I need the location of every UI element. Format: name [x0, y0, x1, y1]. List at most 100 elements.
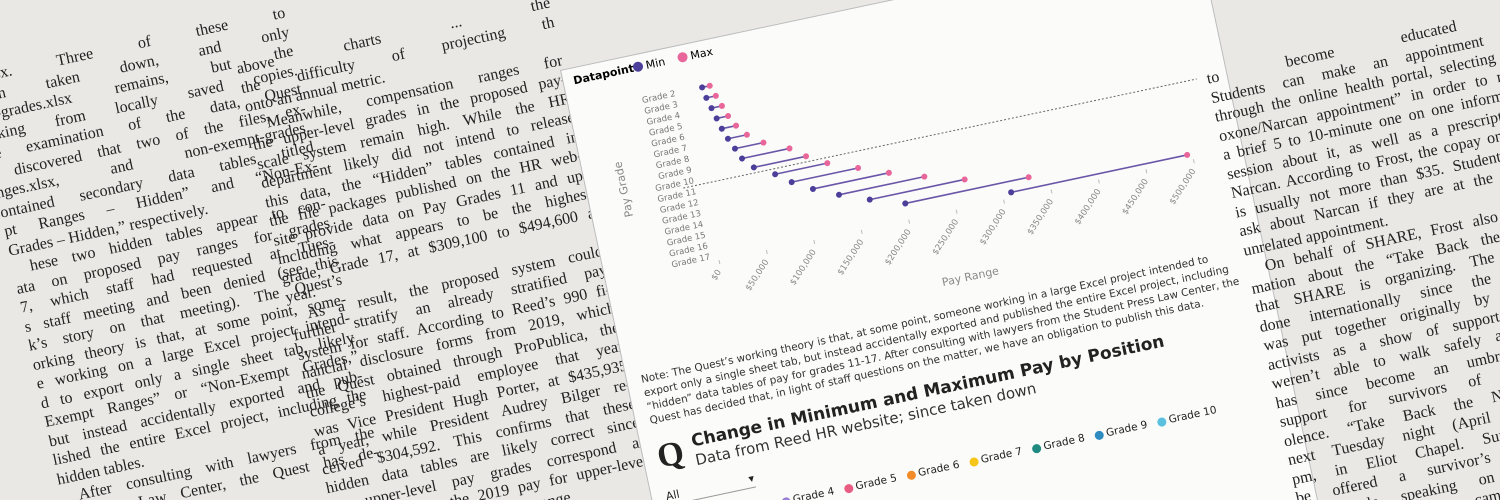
min-dot [1008, 189, 1015, 196]
tick-mark [1145, 169, 1148, 174]
x-tick-label: $400,000 [1073, 187, 1103, 226]
legend-item: Grade 5 [843, 472, 898, 495]
range-line [774, 162, 828, 176]
max-dot [885, 169, 892, 176]
min-dot [724, 135, 731, 142]
tick-mark [813, 239, 816, 244]
max-dot [1184, 151, 1191, 158]
legend-item: Grade 7 [968, 445, 1023, 468]
max-dot [706, 82, 713, 89]
legend-label: Grade 10 [1167, 404, 1218, 426]
range-line [869, 178, 965, 201]
min-dot [699, 84, 706, 91]
tick-mark [718, 259, 721, 265]
logo: Q [653, 434, 688, 476]
range-line [838, 175, 925, 196]
min-dot [835, 191, 842, 198]
range-line [1010, 154, 1188, 194]
legend-label: Min [645, 55, 667, 72]
tick-mark [1003, 199, 1005, 204]
legend-marker [968, 456, 979, 467]
min-dot [788, 179, 795, 186]
tick-mark [1098, 179, 1100, 184]
min-dot [809, 185, 816, 192]
max-dot [718, 102, 725, 109]
legend-marker [905, 469, 917, 481]
x-tick-label: $50,000 [744, 258, 772, 293]
x-tick-label: $450,000 [1120, 177, 1150, 216]
legend-marker [1030, 442, 1042, 454]
x-tick-label: $350,000 [1026, 197, 1056, 236]
min-dot [703, 94, 710, 101]
min-dot [731, 145, 738, 152]
legend-marker [677, 52, 688, 63]
filter-value: All [664, 487, 681, 500]
tick-mark [860, 229, 863, 234]
min-dot [866, 196, 873, 203]
min-dot [739, 155, 746, 162]
min-dot [713, 115, 720, 122]
max-dot [803, 153, 810, 160]
legend-label: Grade 8 [1042, 432, 1086, 453]
max-dot [855, 164, 862, 171]
max-dot [733, 122, 740, 129]
x-tick-label: $500,000 [1168, 167, 1198, 206]
caret: ▾ [747, 471, 756, 486]
legend-marker [843, 482, 854, 494]
legend-label: Grade 6 [917, 458, 961, 480]
range-line [905, 176, 1029, 205]
x-tick-label: $200,000 [883, 228, 913, 267]
legend-label: Grade 5 [854, 472, 899, 493]
tick-mark [955, 209, 958, 214]
max-dot [786, 145, 793, 152]
min-dot [708, 105, 715, 112]
max-dot [712, 92, 719, 99]
legend-item: Grade 10 [1156, 404, 1218, 428]
chart-card: Datapoint Min Max Grade 2 Grade 3 Grade 4 Grad… [560, 0, 1332, 500]
min-dot [718, 125, 725, 132]
min-dot [902, 200, 909, 207]
tick-mark [765, 249, 768, 255]
tick-mark [1192, 159, 1195, 164]
legend-item: Grade 8 [1030, 432, 1086, 455]
range-line [734, 141, 764, 150]
tick-mark [908, 219, 911, 224]
min-dot [772, 171, 779, 178]
x-tick-label: $0 [710, 268, 724, 283]
legend-label: Max [689, 45, 714, 63]
legend-marker [1156, 416, 1167, 427]
max-dot [921, 173, 928, 180]
max-dot [760, 139, 767, 146]
max-dot [961, 176, 968, 183]
max-dot [725, 113, 732, 120]
legend-label: Grade 9 [1104, 418, 1149, 440]
legend-marker [633, 61, 644, 72]
max-dot [743, 131, 750, 138]
x-tick-label: $300,000 [978, 208, 1008, 247]
x-tick-label: $150,000 [836, 238, 866, 277]
legend-item: Grade 6 [905, 458, 961, 482]
range-line [741, 147, 790, 160]
x-tick-label: $250,000 [931, 218, 961, 257]
legend-item: Grade 9 [1093, 418, 1149, 442]
range-line [812, 172, 890, 190]
range-line [791, 167, 859, 183]
divider-line [683, 78, 1197, 189]
min-dot [750, 164, 757, 171]
range-line [727, 133, 748, 140]
legend-marker [1093, 429, 1105, 441]
max-dot [1025, 174, 1032, 181]
legend-title: Datapoint [572, 62, 635, 88]
y-axis-title: Pay Grade [611, 160, 635, 218]
filter-dropdown[interactable]: All ▾ [664, 471, 757, 500]
range-line [753, 155, 807, 169]
tick-mark [1050, 189, 1053, 194]
legend-label: Grade 7 [979, 445, 1024, 466]
x-tick-label: $100,000 [788, 248, 818, 287]
x-axis-title: Pay Range [941, 264, 1000, 289]
legend-label: Grade 4 [791, 485, 836, 500]
max-dot [824, 160, 831, 167]
legend-item: Grade 4 [780, 485, 835, 500]
